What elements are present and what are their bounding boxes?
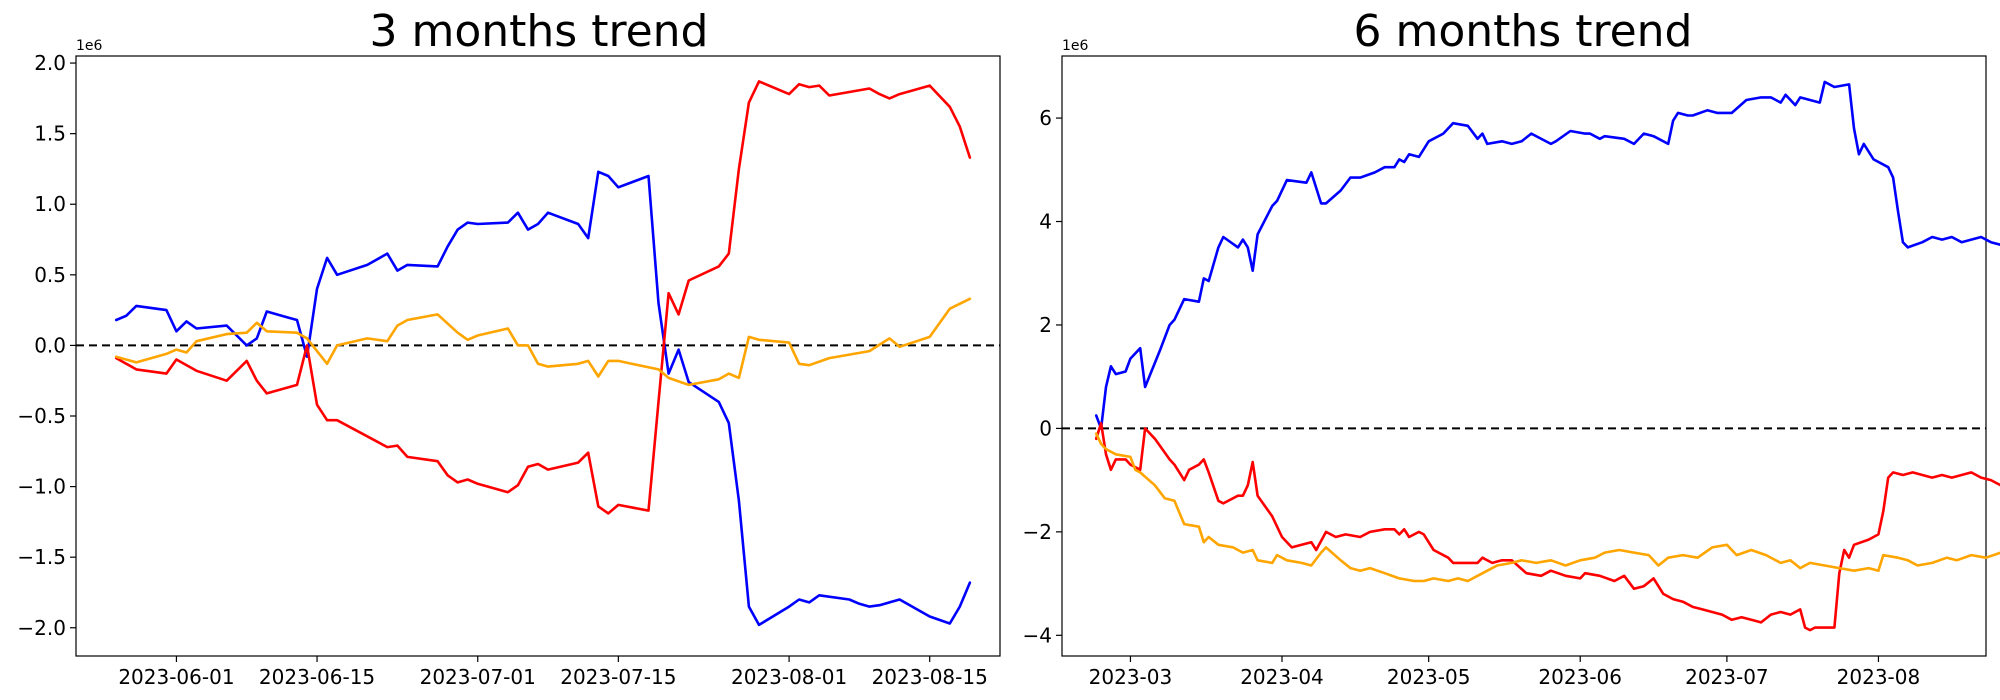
y-tick-label: 1.5 [34, 122, 66, 146]
y-tick-label: 1.0 [34, 192, 66, 216]
y-tick-label: 2.0 [34, 51, 66, 75]
x-tick-label: 2023-06-15 [259, 665, 375, 689]
chart-title: 6 months trend [1354, 6, 1693, 57]
y-offset-label: 1e6 [76, 38, 103, 54]
series-line-1 [114, 170, 972, 627]
series-line-2 [1094, 421, 2000, 632]
y-tick-label: −2 [1023, 520, 1052, 544]
x-tick-label: 2023-05 [1387, 665, 1471, 689]
x-tick-label: 2023-07-01 [420, 665, 536, 689]
x-tick-label: 2023-08-15 [872, 665, 988, 689]
plot-frame [75, 55, 1001, 657]
y-tick-label: 0 [1039, 416, 1052, 440]
y-tick-label: 2 [1039, 313, 1052, 337]
x-tick-label: 2023-06-01 [118, 665, 234, 689]
y-tick-label: 6 [1039, 106, 1052, 130]
plot-frame [1061, 55, 1987, 657]
x-tick-label: 2023-07-15 [560, 665, 676, 689]
y-tick-label: −1.5 [17, 545, 66, 569]
chart-title: 3 months trend [370, 6, 709, 57]
y-tick-label: −0.5 [17, 404, 66, 428]
y-tick-label: 0.5 [34, 263, 66, 287]
series-line-1 [1094, 80, 2000, 430]
y-offset-label: 1e6 [1062, 38, 1089, 54]
y-tick-label: 4 [1039, 210, 1052, 234]
chart-panel-left: 3 months trend 1e6 2.0 1.5 1.0 0.5 0.0 −0.5 −1… [17, 6, 1001, 689]
x-tick-label: 2023-03 [1089, 665, 1173, 689]
y-tick-label: −1.0 [17, 475, 66, 499]
x-tick-label: 2023-08-01 [731, 665, 847, 689]
chart-panel-right: 6 months trend 1e6 6 4 2 0 −2 −4 2023-03 2023-0… [1023, 6, 2000, 689]
y-tick-label: −2.0 [17, 616, 66, 640]
series-line-3 [114, 297, 972, 387]
x-tick-label: 2023-06 [1538, 665, 1622, 689]
x-tick-label: 2023-07 [1685, 665, 1769, 689]
y-tick-label: −4 [1023, 623, 1052, 647]
x-tick-label: 2023-04 [1240, 665, 1324, 689]
series-line-3 [1094, 432, 2000, 583]
x-tick-label: 2023-08 [1837, 665, 1921, 689]
y-tick-label: 0.0 [34, 333, 66, 357]
series-line-2 [114, 80, 972, 515]
